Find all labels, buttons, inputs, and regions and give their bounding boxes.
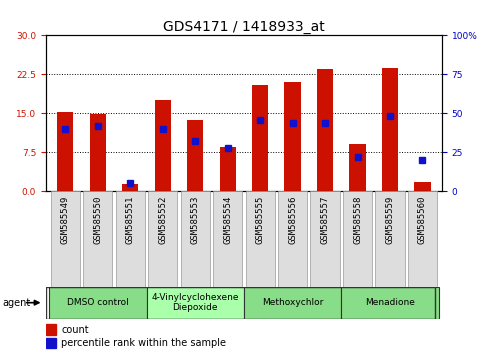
FancyBboxPatch shape — [343, 191, 372, 287]
FancyBboxPatch shape — [408, 191, 437, 287]
Text: GSM585550: GSM585550 — [93, 196, 102, 244]
FancyBboxPatch shape — [213, 191, 242, 287]
Bar — [284, 82, 301, 191]
Bar — [46, 338, 56, 348]
Bar — [382, 68, 398, 191]
FancyBboxPatch shape — [245, 191, 275, 287]
Text: GSM585559: GSM585559 — [385, 196, 395, 244]
Bar — [46, 324, 56, 335]
Text: GSM585555: GSM585555 — [256, 196, 265, 244]
Text: GSM585553: GSM585553 — [191, 196, 199, 244]
FancyBboxPatch shape — [83, 191, 113, 287]
FancyBboxPatch shape — [181, 191, 210, 287]
Text: GSM585556: GSM585556 — [288, 196, 297, 244]
Text: GSM585554: GSM585554 — [223, 196, 232, 244]
FancyBboxPatch shape — [51, 191, 80, 287]
Text: Menadione: Menadione — [365, 298, 415, 307]
Text: GSM585549: GSM585549 — [61, 196, 70, 244]
Text: count: count — [61, 325, 89, 335]
Bar — [349, 144, 366, 191]
Bar — [122, 184, 139, 191]
Text: GSM585557: GSM585557 — [321, 196, 329, 244]
Text: Methoxychlor: Methoxychlor — [262, 298, 323, 307]
Bar — [155, 100, 171, 191]
Text: GSM585551: GSM585551 — [126, 196, 135, 244]
Bar — [252, 85, 268, 191]
Text: DMSO control: DMSO control — [67, 298, 128, 307]
FancyBboxPatch shape — [278, 191, 307, 287]
Text: agent: agent — [2, 298, 30, 308]
FancyBboxPatch shape — [116, 191, 145, 287]
Text: 4-Vinylcyclohexene
Diepoxide: 4-Vinylcyclohexene Diepoxide — [152, 293, 239, 312]
Bar — [146, 287, 244, 319]
Bar — [414, 182, 430, 191]
Bar — [317, 69, 333, 191]
FancyBboxPatch shape — [311, 191, 340, 287]
FancyBboxPatch shape — [148, 191, 177, 287]
Bar — [220, 147, 236, 191]
Text: GSM585558: GSM585558 — [353, 196, 362, 244]
Bar — [90, 114, 106, 191]
Bar — [49, 287, 146, 319]
Bar — [244, 287, 341, 319]
Title: GDS4171 / 1418933_at: GDS4171 / 1418933_at — [163, 21, 325, 34]
Text: percentile rank within the sample: percentile rank within the sample — [61, 338, 226, 348]
FancyBboxPatch shape — [375, 191, 405, 287]
Bar — [187, 120, 203, 191]
Bar — [57, 112, 73, 191]
Bar — [341, 287, 439, 319]
Text: GSM585552: GSM585552 — [158, 196, 167, 244]
Text: GSM585560: GSM585560 — [418, 196, 427, 244]
